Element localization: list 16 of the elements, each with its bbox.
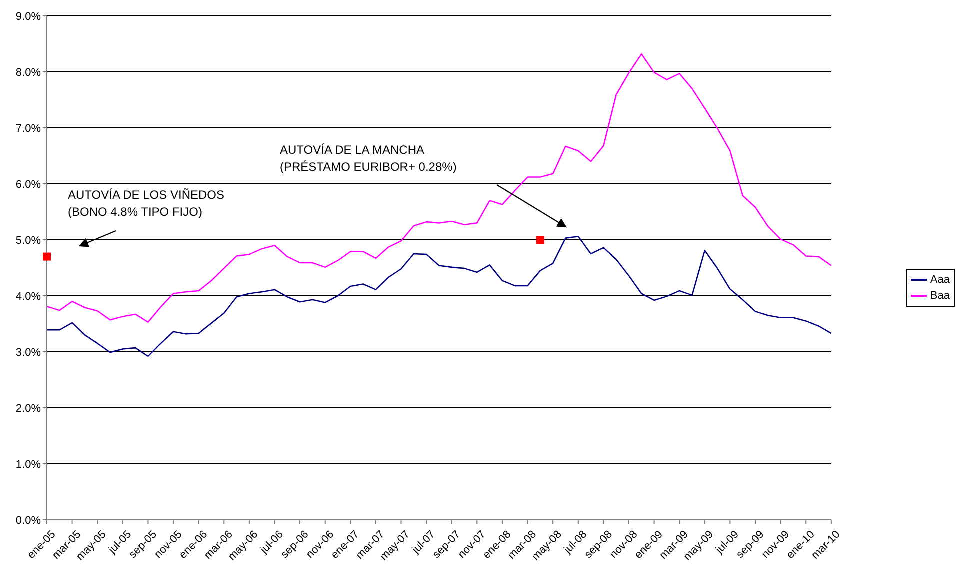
y-tick-label: 3.0% [16, 346, 42, 359]
y-tick-label: 4.0% [16, 290, 42, 303]
legend-label: Aaa [930, 274, 950, 286]
y-tick-label: 9.0% [16, 10, 42, 23]
y-tick-label: 6.0% [16, 178, 42, 191]
y-tick-label: 5.0% [16, 234, 42, 247]
annotation: AUTOVÍA DE LOS VIÑEDOS (BONO 4.8% TIPO FIJO) [68, 187, 224, 221]
line-series [46, 53, 832, 323]
y-tick-label: 8.0% [16, 66, 42, 79]
legend-label: Baa [930, 290, 950, 302]
y-tick-label: 7.0% [16, 122, 42, 135]
y-tick-label: 2.0% [16, 402, 42, 415]
y-tick-label: 1.0% [16, 458, 42, 471]
y-tick-label: 0.0% [16, 514, 42, 527]
line-series [46, 236, 832, 358]
annotation: AUTOVÍA DE LA MANCHA (PRÉSTAMO EURIBOR+ 0.28%) [280, 142, 457, 176]
